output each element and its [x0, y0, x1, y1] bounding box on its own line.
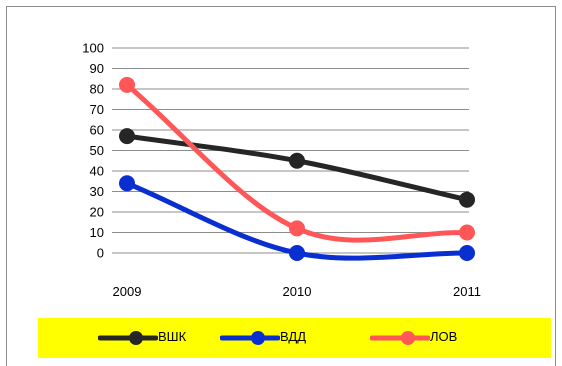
y-tick-label: 70	[90, 102, 104, 117]
legend-label: ВДД	[280, 329, 306, 344]
y-tick-label: 60	[90, 123, 104, 138]
x-tick-label: 2009	[113, 284, 142, 299]
x-tick-label: 2011	[453, 284, 481, 299]
legend-swatch	[370, 331, 430, 345]
data-point	[119, 175, 135, 192]
legend-swatch-marker	[251, 331, 265, 345]
data-point	[119, 76, 135, 93]
line-chart: 0 10 20 30 40 50 60 70 80 90 100 2009 2010 2011	[82, 41, 481, 300]
legend: ВШК ВДД ЛОВ	[38, 318, 551, 358]
data-point	[119, 128, 135, 145]
data-point	[459, 245, 475, 261]
data-point	[289, 152, 305, 169]
y-tick-label: 90	[90, 61, 104, 76]
y-tick-label: 40	[90, 164, 104, 179]
y-tick-label: 0	[97, 246, 104, 261]
legend-swatch	[220, 331, 280, 345]
data-point	[459, 224, 475, 241]
x-tick-label: 2010	[283, 284, 312, 299]
y-tick-label: 20	[90, 205, 104, 220]
gridlines	[112, 47, 469, 254]
legend-swatch	[98, 331, 158, 345]
legend-swatch-marker	[401, 331, 415, 345]
legend-label: ВШК	[158, 329, 187, 344]
y-axis-tick-labels: 0 10 20 30 40 50 60 70 80 90 100	[82, 41, 104, 261]
data-point	[289, 245, 305, 261]
data-point	[459, 191, 475, 208]
data-points	[119, 76, 475, 261]
y-tick-label: 80	[90, 82, 104, 97]
legend-swatch-marker	[129, 331, 143, 345]
data-point	[289, 220, 305, 237]
y-tick-label: 100	[82, 41, 104, 56]
legend-label: ЛОВ	[430, 329, 458, 344]
y-tick-label: 30	[90, 184, 104, 199]
chart-frame	[6, 6, 556, 366]
y-tick-label: 10	[90, 225, 104, 240]
x-axis-tick-labels: 2009 2010 2011	[113, 284, 481, 299]
y-tick-label: 50	[90, 143, 104, 158]
